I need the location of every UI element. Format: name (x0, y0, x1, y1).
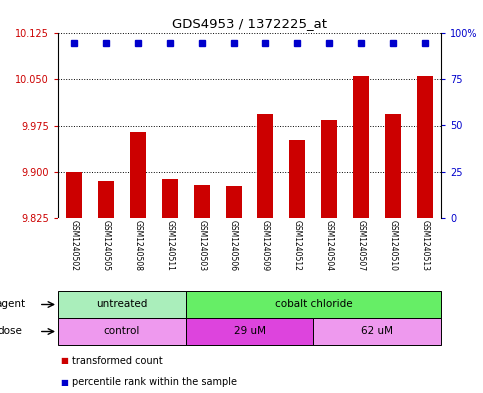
Bar (185, 291, 441, 318)
Bar (194, 185, 210, 218)
Text: GSM1240505: GSM1240505 (101, 220, 111, 271)
Bar (226, 186, 242, 218)
Text: 62 uM: 62 uM (361, 327, 393, 336)
Text: agent: agent (0, 299, 25, 310)
Text: 29 uM: 29 uM (233, 327, 266, 336)
Text: untreated: untreated (96, 299, 147, 310)
Text: GSM1240506: GSM1240506 (229, 220, 238, 271)
Text: cobalt chloride: cobalt chloride (274, 299, 352, 310)
Bar (353, 76, 369, 218)
Bar (289, 140, 305, 218)
Bar (130, 132, 146, 218)
Text: GSM1240508: GSM1240508 (133, 220, 142, 271)
Bar (417, 76, 433, 218)
Bar (313, 318, 441, 345)
Bar (185, 318, 313, 345)
Text: GSM1240511: GSM1240511 (165, 220, 174, 271)
Bar (58, 291, 185, 318)
Text: transformed count: transformed count (72, 356, 163, 366)
Text: GSM1240504: GSM1240504 (325, 220, 334, 271)
Bar (257, 114, 273, 218)
Bar (385, 114, 401, 218)
Text: GSM1240513: GSM1240513 (421, 220, 429, 271)
Text: GSM1240507: GSM1240507 (357, 220, 366, 271)
Bar (98, 181, 114, 218)
Text: GSM1240510: GSM1240510 (389, 220, 398, 271)
Bar (321, 120, 337, 218)
Bar (58, 318, 185, 345)
Bar (162, 179, 178, 218)
Text: dose: dose (0, 327, 23, 336)
Text: GSM1240503: GSM1240503 (197, 220, 206, 271)
Title: GDS4953 / 1372225_at: GDS4953 / 1372225_at (172, 17, 327, 30)
Text: control: control (104, 327, 140, 336)
Text: ■: ■ (60, 378, 68, 387)
Text: GSM1240512: GSM1240512 (293, 220, 302, 271)
Text: percentile rank within the sample: percentile rank within the sample (72, 377, 238, 387)
Text: ■: ■ (60, 356, 68, 365)
Text: GSM1240509: GSM1240509 (261, 220, 270, 271)
Bar (66, 172, 82, 218)
Text: GSM1240502: GSM1240502 (70, 220, 78, 271)
